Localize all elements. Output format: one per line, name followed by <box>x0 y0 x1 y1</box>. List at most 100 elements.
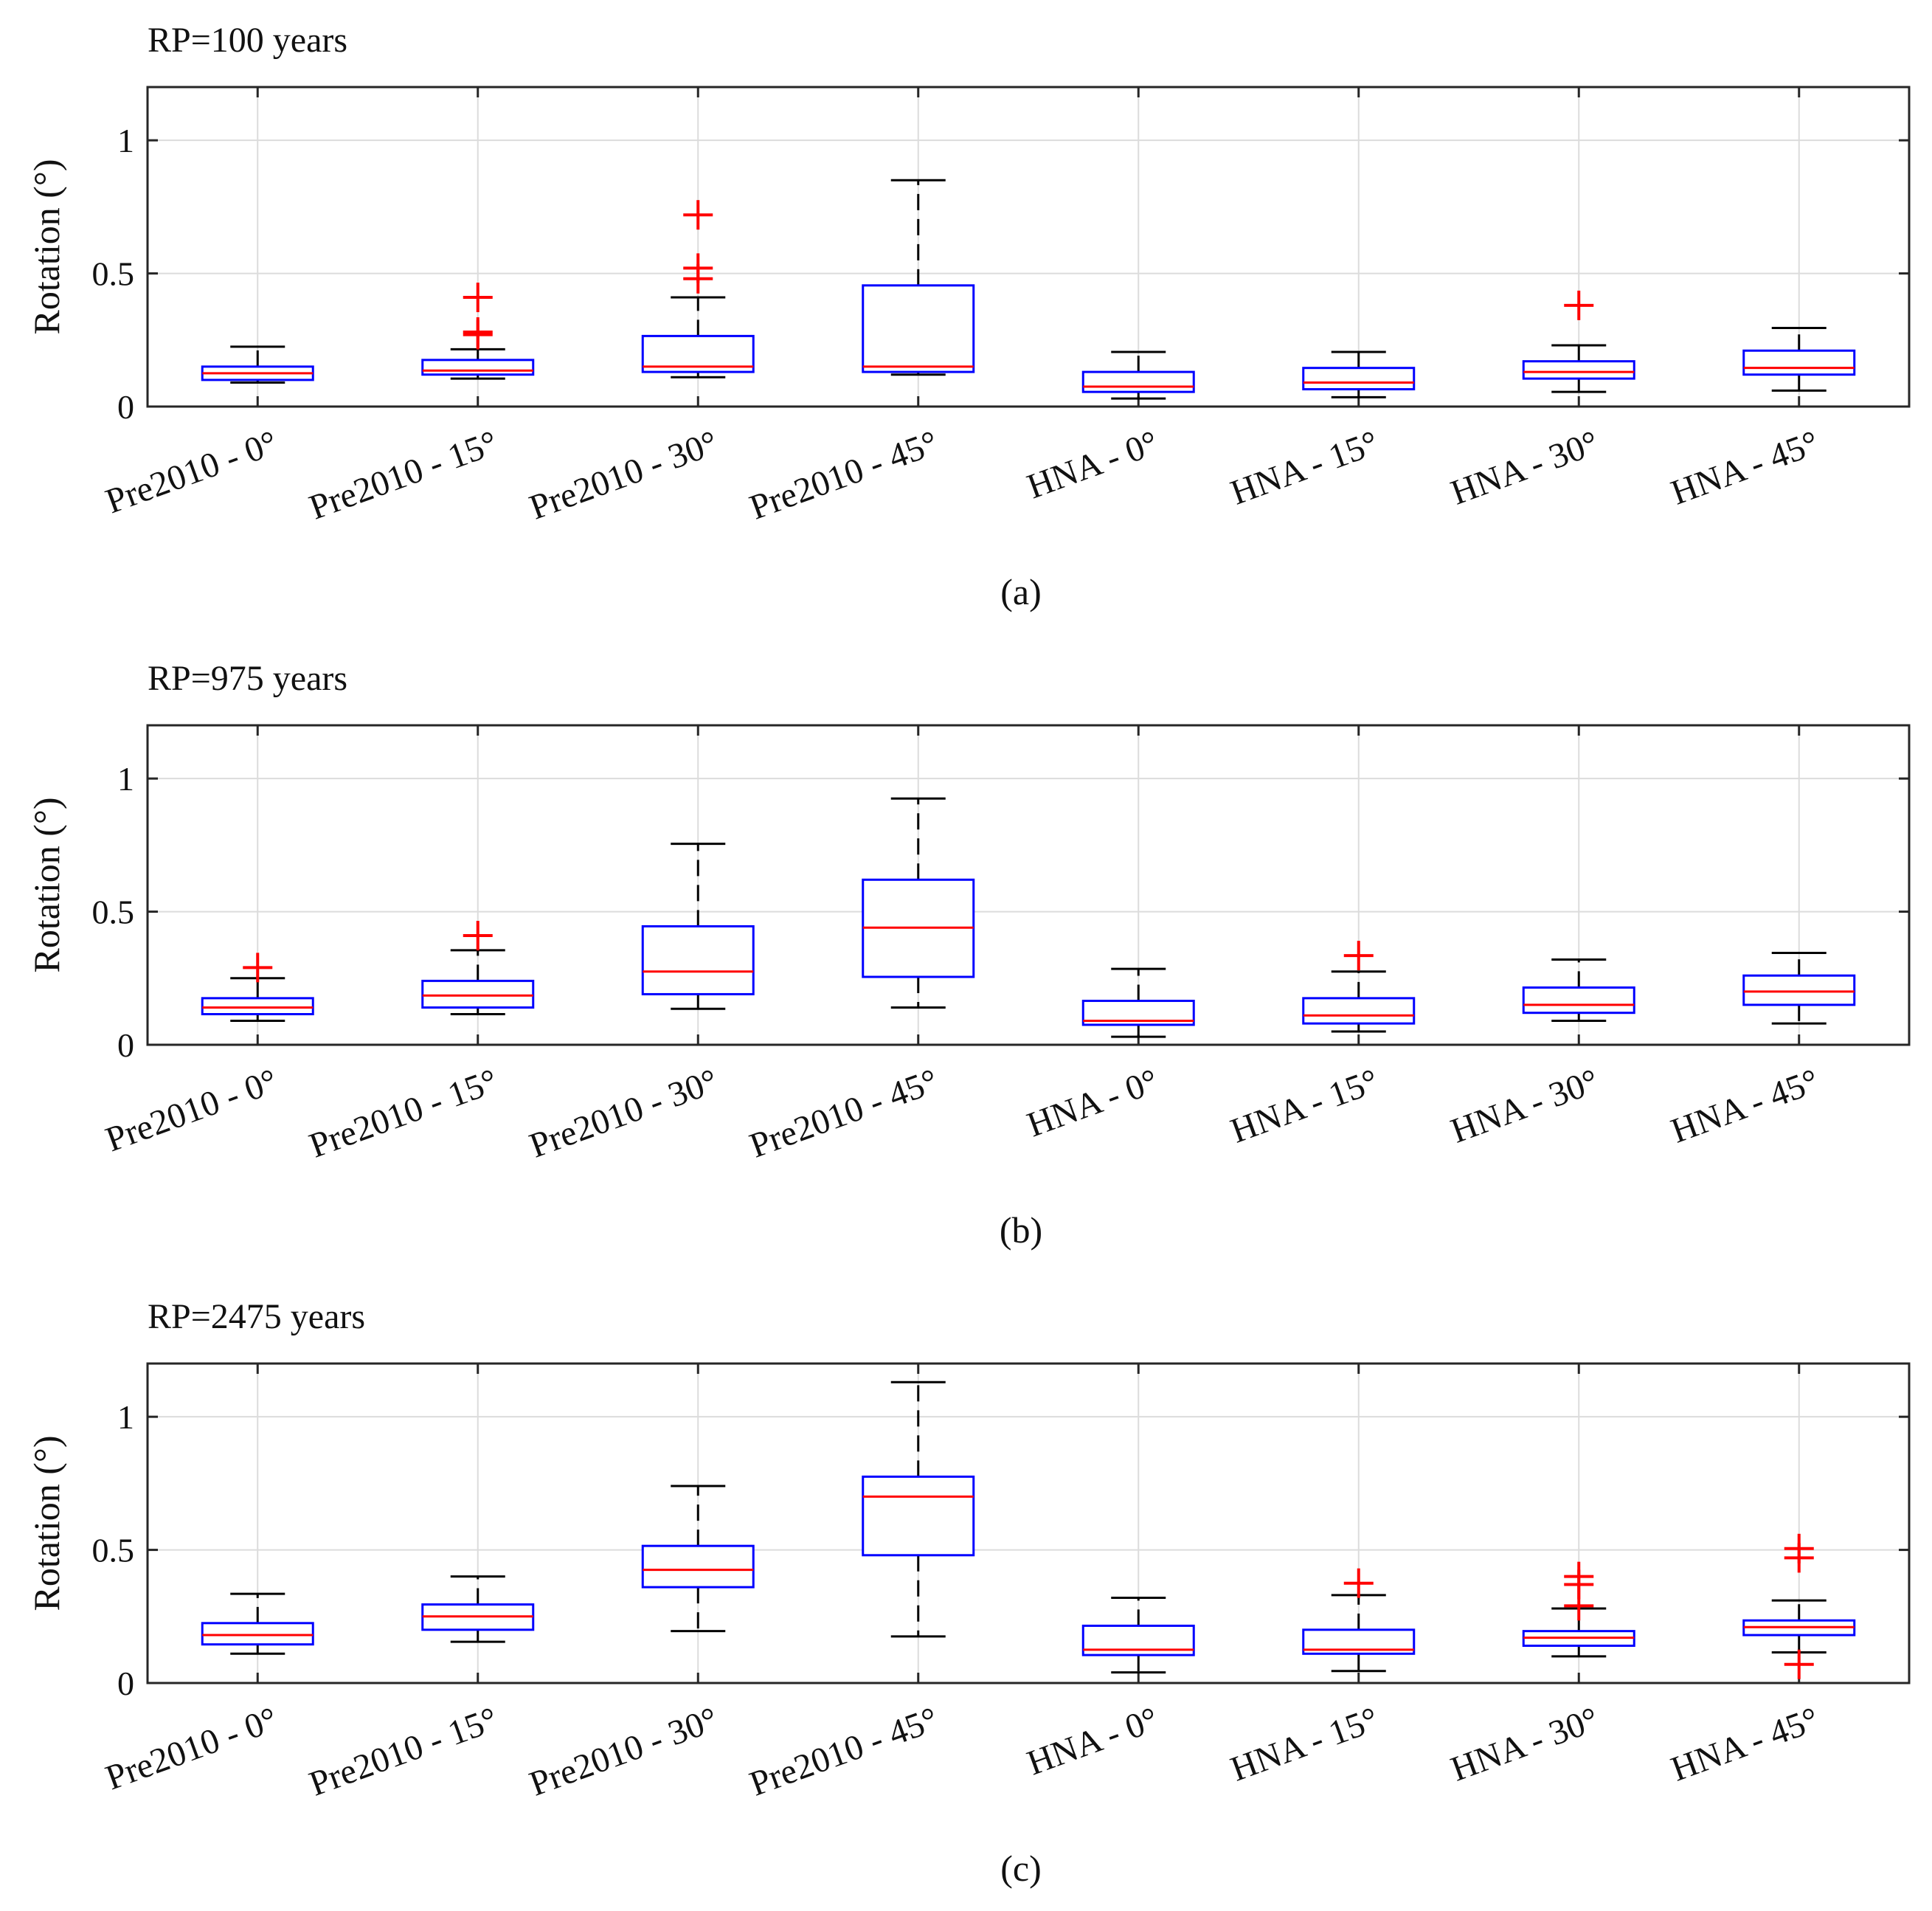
category-label: HNA - 45° <box>1666 1062 1824 1151</box>
box-5 <box>1081 967 1195 1038</box>
y-axis-label: Rotation (°) <box>26 1435 67 1611</box>
box-iqr <box>1522 986 1635 1015</box>
box-iqr <box>641 1544 755 1589</box>
y-tick-label: 1 <box>117 122 134 159</box>
box-iqr <box>201 997 314 1016</box>
box-iqr <box>862 1475 975 1557</box>
outlier-marker <box>1343 1568 1374 1598</box>
category-label: HNA - 30° <box>1446 1700 1604 1789</box>
box-1 <box>201 345 314 384</box>
category-label: Pre2010 - 0° <box>100 1062 283 1160</box>
panel-caption: (a) <box>1000 571 1042 612</box>
box-8 <box>1742 1533 1856 1679</box>
category-label: Pre2010 - 45° <box>744 1700 943 1804</box>
box-iqr <box>421 359 535 376</box>
category-label: Pre2010 - 15° <box>304 1062 502 1166</box>
box-iqr <box>1302 367 1416 391</box>
box-iqr <box>1081 370 1195 393</box>
category-label: HNA - 0° <box>1022 1062 1163 1145</box>
box-iqr <box>421 979 535 1009</box>
outlier-marker <box>243 953 273 983</box>
panel-title: RP=975 years <box>148 659 347 698</box>
outlier-marker <box>1564 1561 1594 1592</box>
box-1 <box>201 953 314 1023</box>
category-label: Pre2010 - 0° <box>100 1700 283 1798</box>
box-3 <box>641 1485 755 1633</box>
box-6 <box>1302 1568 1416 1673</box>
outlier-marker <box>1784 1533 1814 1563</box>
category-label: Pre2010 - 30° <box>524 1700 723 1804</box>
box-iqr <box>862 284 975 373</box>
panel-3: RP=2475 years 0 0.5 1 Rotation (°) Pre2010 - … <box>26 1297 1911 1889</box>
box-8 <box>1742 952 1856 1025</box>
category-label: HNA - 15° <box>1225 1700 1383 1789</box>
category-label: Pre2010 - 45° <box>744 424 943 528</box>
outlier-marker <box>463 921 493 951</box>
category-label: Pre2010 - 15° <box>304 1700 502 1804</box>
axes-frame <box>146 724 1911 1046</box>
box-iqr <box>1522 360 1635 380</box>
outlier-marker <box>683 200 713 230</box>
y-tick-label: 1 <box>117 1398 134 1436</box>
category-label: HNA - 0° <box>1022 424 1163 507</box>
box-iqr <box>1742 349 1856 376</box>
y-axis-label: Rotation (°) <box>26 797 67 972</box>
y-tick-label: 0.5 <box>92 255 135 293</box>
box-1 <box>201 1592 314 1655</box>
panel-title: RP=2475 years <box>148 1297 365 1336</box>
outlier-marker <box>463 317 493 347</box>
category-label: Pre2010 - 15° <box>304 424 502 528</box>
y-tick-label: 1 <box>117 760 134 798</box>
box-4 <box>862 179 975 376</box>
box-7 <box>1522 958 1635 1023</box>
y-tick-label: 0 <box>117 1026 134 1064</box>
axes-frame <box>146 86 1911 408</box>
outlier-marker <box>463 283 493 313</box>
panel-caption: (b) <box>1000 1209 1042 1251</box>
box-4 <box>862 1380 975 1638</box>
box-5 <box>1081 1597 1195 1674</box>
box-4 <box>862 797 975 1009</box>
category-label: HNA - 45° <box>1666 1700 1824 1789</box>
box-iqr <box>201 1622 314 1646</box>
box-7 <box>1522 1561 1635 1658</box>
outlier-marker <box>1564 290 1594 320</box>
category-label: HNA - 15° <box>1225 1062 1383 1151</box>
box-2 <box>421 921 535 1016</box>
category-label: HNA - 45° <box>1666 424 1824 513</box>
box-6 <box>1302 941 1416 1033</box>
y-tick-label: 0.5 <box>92 1532 135 1569</box>
outlier-marker <box>1784 1649 1814 1679</box>
category-label: HNA - 30° <box>1446 1062 1604 1151</box>
box-8 <box>1742 327 1856 392</box>
outlier-marker <box>683 253 713 283</box>
y-tick-label: 0 <box>117 388 134 426</box>
box-iqr <box>1302 997 1416 1025</box>
panel-1: RP=100 years 0 0.5 1 Rotation (°) Pre2010 - 0… <box>26 21 1911 612</box>
category-label: Pre2010 - 30° <box>524 424 723 528</box>
box-5 <box>1081 350 1195 400</box>
panel-2: RP=975 years 0 0.5 1 Rotation (°) Pre2010 - 0… <box>26 659 1911 1251</box>
category-label: HNA - 15° <box>1225 424 1383 513</box>
y-tick-label: 0 <box>117 1665 134 1702</box>
box-6 <box>1302 350 1416 398</box>
axes-frame <box>146 1362 1911 1684</box>
box-iqr <box>1742 974 1856 1006</box>
y-tick-label: 0.5 <box>92 894 135 931</box>
box-7 <box>1522 290 1635 393</box>
box-iqr <box>641 925 755 995</box>
category-label: Pre2010 - 0° <box>100 424 283 522</box>
category-label: Pre2010 - 45° <box>744 1062 943 1166</box>
y-axis-label: Rotation (°) <box>26 159 67 334</box>
category-label: HNA - 0° <box>1022 1700 1163 1783</box>
category-label: HNA - 30° <box>1446 424 1604 513</box>
box-3 <box>641 843 755 1010</box>
category-label: Pre2010 - 30° <box>524 1062 723 1166</box>
box-2 <box>421 283 535 380</box>
box-2 <box>421 1575 535 1643</box>
panel-title: RP=100 years <box>148 21 347 60</box>
outlier-marker <box>1343 941 1374 971</box>
panel-caption: (c) <box>1000 1848 1042 1889</box>
box-3 <box>641 200 755 379</box>
